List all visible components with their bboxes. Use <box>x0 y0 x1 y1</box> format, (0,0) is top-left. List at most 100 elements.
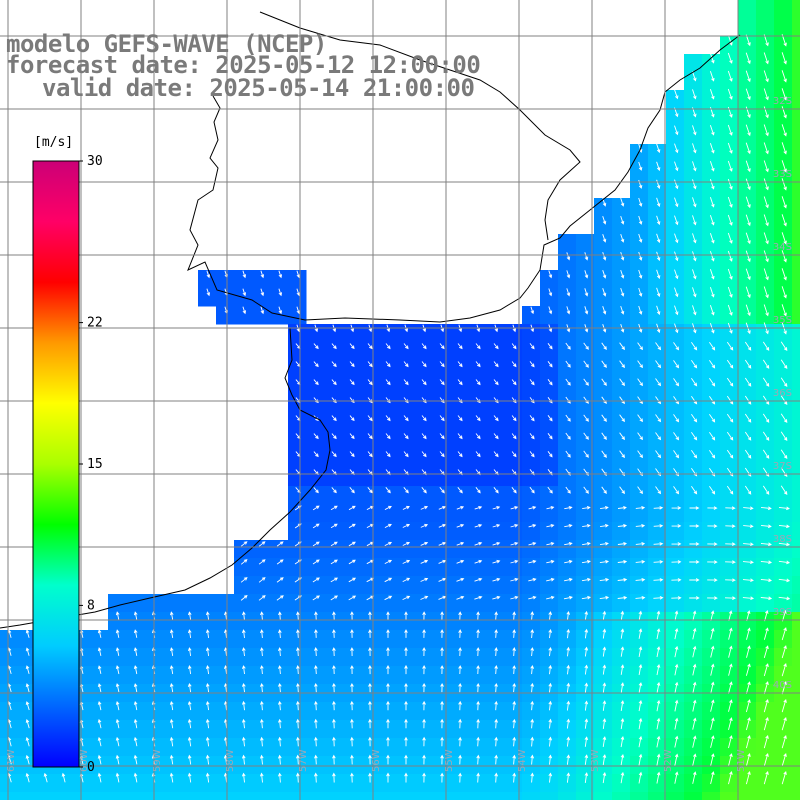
wind-cell <box>522 612 541 631</box>
wind-cell <box>108 630 127 649</box>
wind-cell <box>594 522 613 541</box>
wind-arrow <box>744 377 752 387</box>
wind-arrow <box>673 450 680 459</box>
wind-arrow <box>745 142 751 155</box>
wind-cell <box>414 774 433 793</box>
wind-cell <box>216 630 235 649</box>
wind-arrow <box>241 647 246 657</box>
wind-arrow <box>259 611 264 620</box>
wind-arrow <box>746 645 751 658</box>
wind-cell <box>378 342 397 361</box>
wind-cell <box>504 468 523 487</box>
wind-arrow <box>656 287 661 298</box>
wind-arrow <box>242 288 247 297</box>
wind-arrow <box>564 577 573 582</box>
wind-arrow <box>548 682 553 693</box>
wind-arrow <box>512 772 517 783</box>
wind-cell <box>756 378 775 397</box>
wind-arrow <box>724 596 736 600</box>
wind-arrow <box>710 699 715 712</box>
wind-arrow <box>619 450 625 459</box>
wind-cell <box>612 378 631 397</box>
wind-arrow <box>475 451 481 458</box>
wind-arrow <box>692 735 697 748</box>
wind-cell <box>774 0 793 19</box>
wind-arrow <box>745 770 751 785</box>
wind-cell <box>0 738 19 757</box>
wind-cell <box>738 414 757 433</box>
wind-cell <box>414 342 433 361</box>
wind-cell <box>702 108 721 127</box>
wind-cell <box>702 324 721 343</box>
wind-arrow <box>584 736 589 747</box>
wind-cell <box>306 594 325 613</box>
wind-cell <box>666 468 685 487</box>
wind-cell <box>738 630 757 649</box>
wind-arrow <box>548 772 553 783</box>
wind-cell <box>0 648 19 667</box>
wind-cell <box>630 504 649 523</box>
wind-cell <box>684 432 703 451</box>
wind-cell <box>342 594 361 613</box>
wind-arrow <box>404 718 408 729</box>
wind-arrow <box>511 361 517 368</box>
wind-cell <box>702 126 721 145</box>
wind-cell <box>450 576 469 595</box>
wind-cell <box>378 630 397 649</box>
wind-cell <box>720 378 739 397</box>
wind-arrow <box>763 160 769 173</box>
wind-cell <box>288 792 307 800</box>
wind-arrow <box>313 451 319 458</box>
wind-cell <box>558 432 577 451</box>
wind-arrow <box>97 700 102 711</box>
wind-arrow <box>653 560 664 564</box>
wind-cell <box>540 630 559 649</box>
wind-cell <box>792 180 800 199</box>
wind-arrow <box>493 487 499 494</box>
latitude-label: 39S <box>773 607 792 618</box>
wind-arrow <box>674 627 679 640</box>
wind-arrow <box>187 647 192 656</box>
wind-cell <box>378 486 397 505</box>
wind-cell <box>144 630 163 649</box>
wind-arrow <box>564 559 573 564</box>
wind-arrow <box>349 451 355 458</box>
wind-cell <box>630 216 649 235</box>
wind-arrow <box>638 735 643 748</box>
wind-cell <box>108 702 127 721</box>
wind-arrow <box>709 233 715 244</box>
wind-cell <box>378 702 397 721</box>
wind-cell <box>486 414 505 433</box>
wind-cell <box>702 630 721 649</box>
wind-arrow <box>530 611 535 620</box>
wind-arrow <box>312 577 320 583</box>
wind-arrow <box>512 611 516 620</box>
wind-cell <box>576 792 595 800</box>
wind-cell <box>720 468 739 487</box>
wind-cell <box>414 648 433 667</box>
wind-cell <box>252 702 271 721</box>
wind-arrow <box>169 736 174 747</box>
wind-cell <box>378 432 397 451</box>
wind-arrow <box>709 89 715 100</box>
wind-cell <box>720 180 739 199</box>
wind-arrow <box>421 343 427 350</box>
wind-arrow <box>566 682 571 693</box>
wind-cell <box>0 630 19 649</box>
wind-arrow <box>169 772 174 783</box>
wind-arrow <box>386 754 390 765</box>
wind-cell <box>450 792 469 800</box>
wind-cell <box>306 468 325 487</box>
wind-arrow <box>727 286 733 298</box>
wind-arrow <box>620 771 625 784</box>
wind-cell <box>720 216 739 235</box>
wind-cell <box>738 540 757 559</box>
wind-cell <box>306 756 325 775</box>
wind-cell <box>450 756 469 775</box>
wind-arrow <box>259 772 264 783</box>
wind-cell <box>450 468 469 487</box>
wind-cell <box>324 756 343 775</box>
wind-arrow <box>296 682 300 693</box>
wind-cell <box>540 486 559 505</box>
wind-cell <box>522 666 541 685</box>
